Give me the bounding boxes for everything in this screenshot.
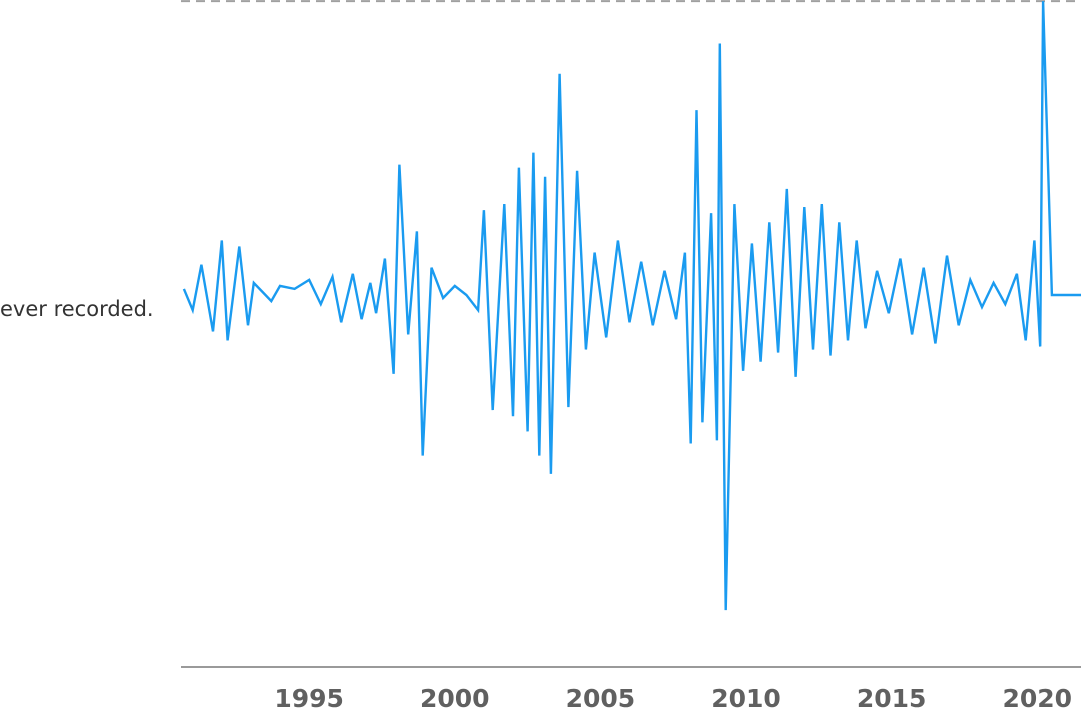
series-line — [182, 1, 1081, 611]
x-tick-label: 1995 — [274, 684, 344, 713]
annotation-text: ever recorded. — [0, 297, 154, 321]
x-tick-label: 2020 — [1003, 684, 1073, 713]
x-tick-label: 2005 — [566, 684, 636, 713]
x-tick-label: 2015 — [857, 684, 927, 713]
x-tick-labels: 1995 2000 2005 2010 2015 2020 — [274, 684, 1072, 713]
x-tick-label: 2000 — [420, 684, 490, 713]
x-tick-label: 2010 — [711, 684, 781, 713]
